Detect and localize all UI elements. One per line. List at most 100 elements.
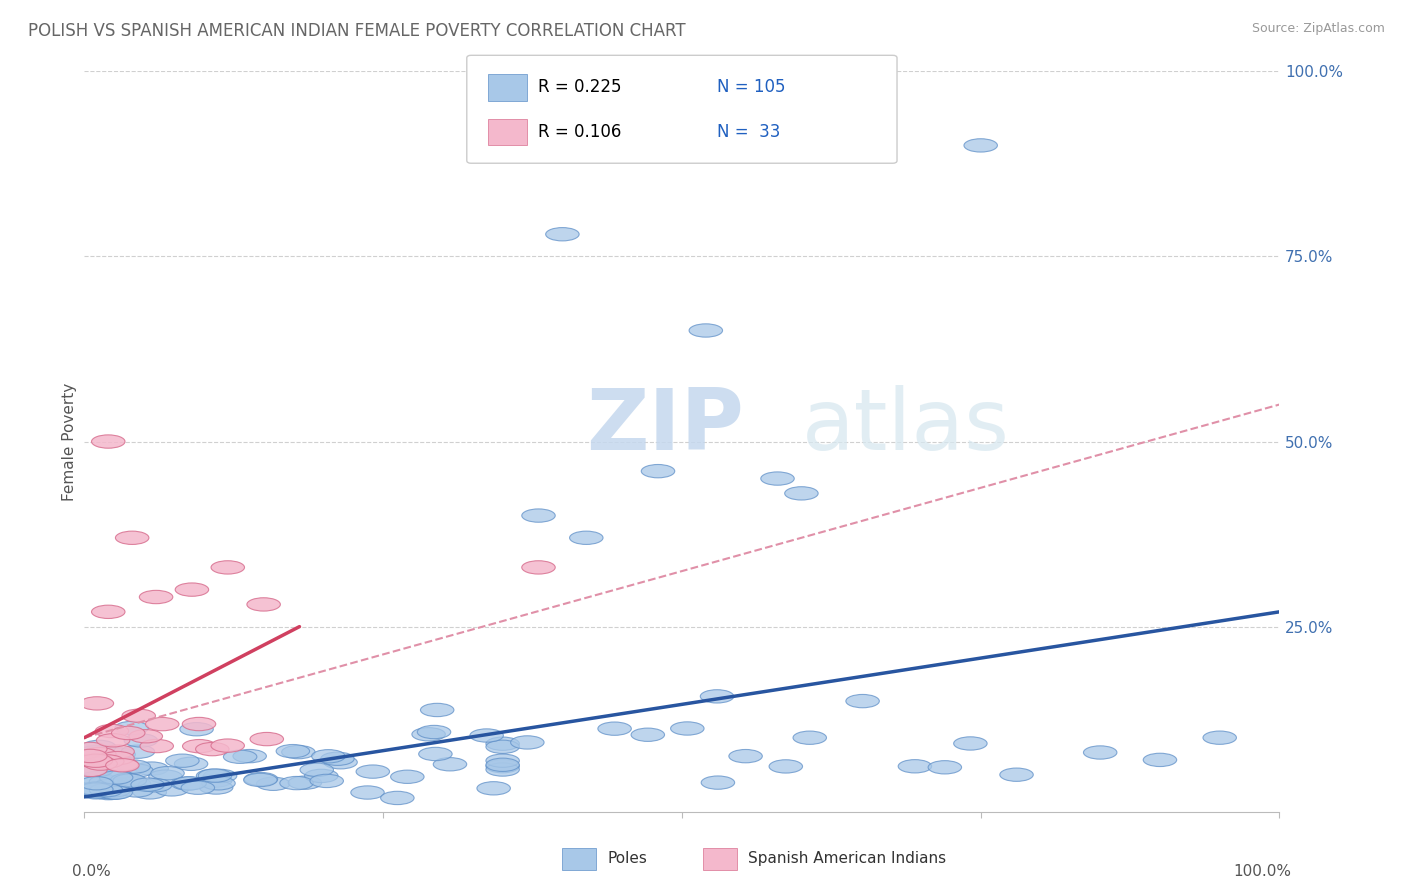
Ellipse shape bbox=[198, 774, 232, 788]
Ellipse shape bbox=[280, 776, 314, 789]
Ellipse shape bbox=[953, 737, 987, 750]
Ellipse shape bbox=[321, 752, 354, 765]
Ellipse shape bbox=[1143, 753, 1177, 766]
Ellipse shape bbox=[522, 509, 555, 522]
Ellipse shape bbox=[115, 722, 149, 735]
Ellipse shape bbox=[80, 783, 112, 797]
Ellipse shape bbox=[83, 747, 117, 761]
Ellipse shape bbox=[569, 531, 603, 544]
Ellipse shape bbox=[117, 777, 150, 790]
Ellipse shape bbox=[80, 782, 112, 796]
Ellipse shape bbox=[97, 733, 129, 747]
Ellipse shape bbox=[202, 777, 235, 790]
Ellipse shape bbox=[80, 786, 112, 799]
Text: atlas: atlas bbox=[801, 385, 1010, 468]
Text: N = 105: N = 105 bbox=[717, 78, 786, 96]
Ellipse shape bbox=[183, 717, 215, 731]
Ellipse shape bbox=[97, 784, 131, 797]
Text: Source: ZipAtlas.com: Source: ZipAtlas.com bbox=[1251, 22, 1385, 36]
Text: Poles: Poles bbox=[607, 851, 647, 865]
Ellipse shape bbox=[172, 777, 205, 790]
Ellipse shape bbox=[90, 783, 122, 797]
Ellipse shape bbox=[73, 742, 107, 756]
Ellipse shape bbox=[204, 769, 236, 782]
Ellipse shape bbox=[155, 782, 188, 796]
Ellipse shape bbox=[256, 777, 290, 790]
Ellipse shape bbox=[91, 435, 125, 448]
Ellipse shape bbox=[641, 465, 675, 478]
Ellipse shape bbox=[381, 791, 415, 805]
Ellipse shape bbox=[104, 758, 138, 772]
Text: POLISH VS SPANISH AMERICAN INDIAN FEMALE POVERTY CORRELATION CHART: POLISH VS SPANISH AMERICAN INDIAN FEMALE… bbox=[28, 22, 686, 40]
Text: Spanish American Indians: Spanish American Indians bbox=[748, 851, 946, 865]
Ellipse shape bbox=[120, 764, 153, 777]
Ellipse shape bbox=[121, 745, 155, 758]
Ellipse shape bbox=[80, 782, 112, 795]
Ellipse shape bbox=[149, 770, 183, 783]
Ellipse shape bbox=[323, 756, 357, 769]
Ellipse shape bbox=[522, 561, 555, 574]
Ellipse shape bbox=[90, 755, 124, 768]
Ellipse shape bbox=[83, 740, 115, 754]
Ellipse shape bbox=[150, 766, 184, 780]
Ellipse shape bbox=[965, 139, 997, 152]
Ellipse shape bbox=[197, 769, 229, 782]
Ellipse shape bbox=[224, 750, 257, 764]
Ellipse shape bbox=[243, 773, 277, 787]
Ellipse shape bbox=[100, 771, 132, 784]
Ellipse shape bbox=[91, 787, 125, 800]
Ellipse shape bbox=[785, 487, 818, 500]
Ellipse shape bbox=[180, 723, 214, 736]
Ellipse shape bbox=[96, 724, 129, 738]
Ellipse shape bbox=[1204, 731, 1236, 744]
Ellipse shape bbox=[98, 786, 132, 799]
Ellipse shape bbox=[101, 745, 135, 758]
Ellipse shape bbox=[135, 762, 169, 775]
Ellipse shape bbox=[80, 746, 112, 759]
Ellipse shape bbox=[233, 749, 266, 763]
Ellipse shape bbox=[111, 726, 145, 739]
Ellipse shape bbox=[1000, 768, 1033, 781]
Ellipse shape bbox=[141, 739, 173, 753]
Ellipse shape bbox=[412, 728, 446, 741]
Ellipse shape bbox=[486, 763, 519, 776]
Ellipse shape bbox=[86, 751, 120, 764]
Ellipse shape bbox=[419, 747, 453, 761]
Ellipse shape bbox=[105, 758, 139, 772]
Ellipse shape bbox=[117, 760, 150, 773]
Ellipse shape bbox=[477, 781, 510, 795]
Ellipse shape bbox=[138, 779, 172, 792]
Ellipse shape bbox=[546, 227, 579, 241]
Ellipse shape bbox=[433, 757, 467, 771]
Ellipse shape bbox=[174, 757, 208, 771]
Ellipse shape bbox=[769, 760, 803, 773]
Ellipse shape bbox=[761, 472, 794, 485]
Ellipse shape bbox=[312, 749, 344, 763]
Ellipse shape bbox=[356, 765, 389, 779]
Ellipse shape bbox=[166, 754, 200, 767]
Ellipse shape bbox=[309, 774, 343, 788]
Ellipse shape bbox=[89, 775, 122, 789]
Ellipse shape bbox=[288, 776, 322, 789]
Ellipse shape bbox=[100, 770, 134, 783]
Ellipse shape bbox=[80, 697, 114, 710]
Ellipse shape bbox=[80, 772, 112, 785]
Ellipse shape bbox=[101, 751, 134, 764]
Ellipse shape bbox=[134, 786, 166, 799]
Ellipse shape bbox=[97, 786, 131, 799]
Ellipse shape bbox=[73, 754, 107, 767]
Ellipse shape bbox=[200, 780, 233, 794]
Ellipse shape bbox=[73, 749, 107, 763]
Ellipse shape bbox=[91, 752, 125, 765]
Ellipse shape bbox=[115, 531, 149, 544]
Text: 100.0%: 100.0% bbox=[1233, 863, 1292, 879]
Ellipse shape bbox=[97, 777, 129, 790]
Ellipse shape bbox=[82, 785, 114, 798]
Ellipse shape bbox=[94, 779, 128, 792]
Text: 0.0%: 0.0% bbox=[73, 863, 111, 879]
Ellipse shape bbox=[120, 784, 153, 797]
Ellipse shape bbox=[281, 746, 315, 759]
Ellipse shape bbox=[486, 754, 519, 767]
Ellipse shape bbox=[145, 717, 179, 731]
Ellipse shape bbox=[247, 598, 280, 611]
